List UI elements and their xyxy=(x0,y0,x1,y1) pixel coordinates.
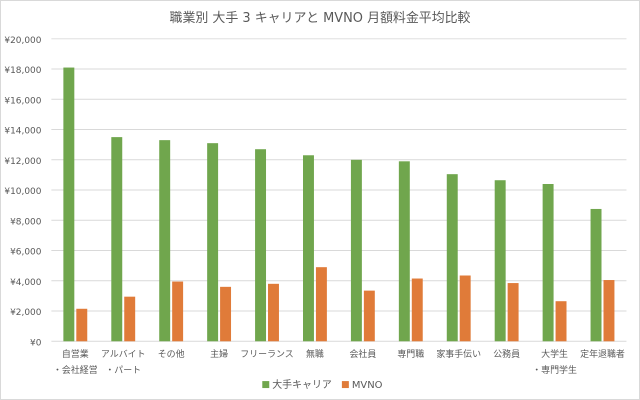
bar-major-carrier xyxy=(63,67,75,342)
bar-mvno xyxy=(76,308,88,342)
legend-label: 大手キャリア xyxy=(272,378,332,391)
y-tick-label: ¥0 xyxy=(30,338,42,348)
bar-major-carrier xyxy=(494,180,506,342)
y-tick-label: ¥2,000 xyxy=(10,308,42,318)
bar-major-carrier xyxy=(590,208,602,342)
y-tick-label: ¥8,000 xyxy=(10,217,42,227)
bar-major-carrier xyxy=(159,140,171,342)
bar-major-carrier xyxy=(446,174,458,342)
bar-mvno xyxy=(220,286,232,342)
bar-mvno xyxy=(172,281,184,342)
legend-swatch xyxy=(341,381,349,389)
x-tick-label: 主婦 xyxy=(210,348,228,360)
chart-title: 職業別 大手 3 キャリアと MVNO 月額料金平均比較 xyxy=(170,10,471,26)
x-tick-label: 自営業 xyxy=(62,348,89,360)
legend-label: MVNO xyxy=(352,380,383,391)
bar-mvno xyxy=(555,301,567,342)
bar-mvno xyxy=(315,267,327,342)
y-tick-label: ¥14,000 xyxy=(4,127,41,137)
bar-mvno xyxy=(268,283,279,342)
y-tick-label: ¥18,000 xyxy=(4,66,41,76)
bar-mvno xyxy=(124,296,136,342)
x-tick-label: ・会社経営 xyxy=(53,364,98,376)
bar-major-carrier xyxy=(303,155,314,342)
bar-mvno xyxy=(363,290,375,342)
x-tick-label: 定年退職者 xyxy=(580,348,625,360)
x-tick-label: その他 xyxy=(158,348,185,360)
bar-mvno xyxy=(507,283,519,342)
x-tick-label: 大学生 xyxy=(541,348,568,360)
bar-major-carrier xyxy=(207,143,219,342)
bar-major-carrier xyxy=(542,184,554,342)
x-tick-label: 無職 xyxy=(306,348,324,360)
x-tick-label: 会社員 xyxy=(349,348,376,360)
x-tick-label: ・パート xyxy=(105,365,141,376)
bar-major-carrier xyxy=(255,149,267,342)
bar-mvno xyxy=(459,275,471,342)
x-tick-label: 家事手伝い xyxy=(436,348,481,360)
legend-swatch xyxy=(262,381,270,389)
y-tick-label: ¥16,000 xyxy=(4,96,41,106)
y-tick-label: ¥20,000 xyxy=(4,36,41,46)
bar-major-carrier xyxy=(398,161,410,342)
bar-major-carrier xyxy=(350,159,362,342)
x-tick-label: フリーランス xyxy=(240,349,294,360)
x-tick-label: 公務員 xyxy=(493,348,520,360)
gridlines xyxy=(51,38,627,342)
legend: 大手キャリア MVNO xyxy=(262,378,383,391)
bars xyxy=(63,67,615,342)
y-tick-label: ¥10,000 xyxy=(4,187,41,197)
bar-major-carrier xyxy=(111,137,123,342)
y-tick-label: ¥6,000 xyxy=(10,248,42,258)
bar-mvno xyxy=(411,278,423,342)
x-tick-label: ・専門学生 xyxy=(532,364,577,376)
y-tick-label: ¥12,000 xyxy=(4,157,41,167)
x-tick-label: アルバイト xyxy=(101,349,146,360)
y-axis: ¥0 ¥2,000 ¥4,000 ¥6,000 ¥8,000 ¥10,000 ¥12,000… xyxy=(4,36,41,348)
x-tick-label: 専門職 xyxy=(397,348,424,360)
bar-mvno xyxy=(603,280,615,342)
y-tick-label: ¥4,000 xyxy=(10,278,42,288)
